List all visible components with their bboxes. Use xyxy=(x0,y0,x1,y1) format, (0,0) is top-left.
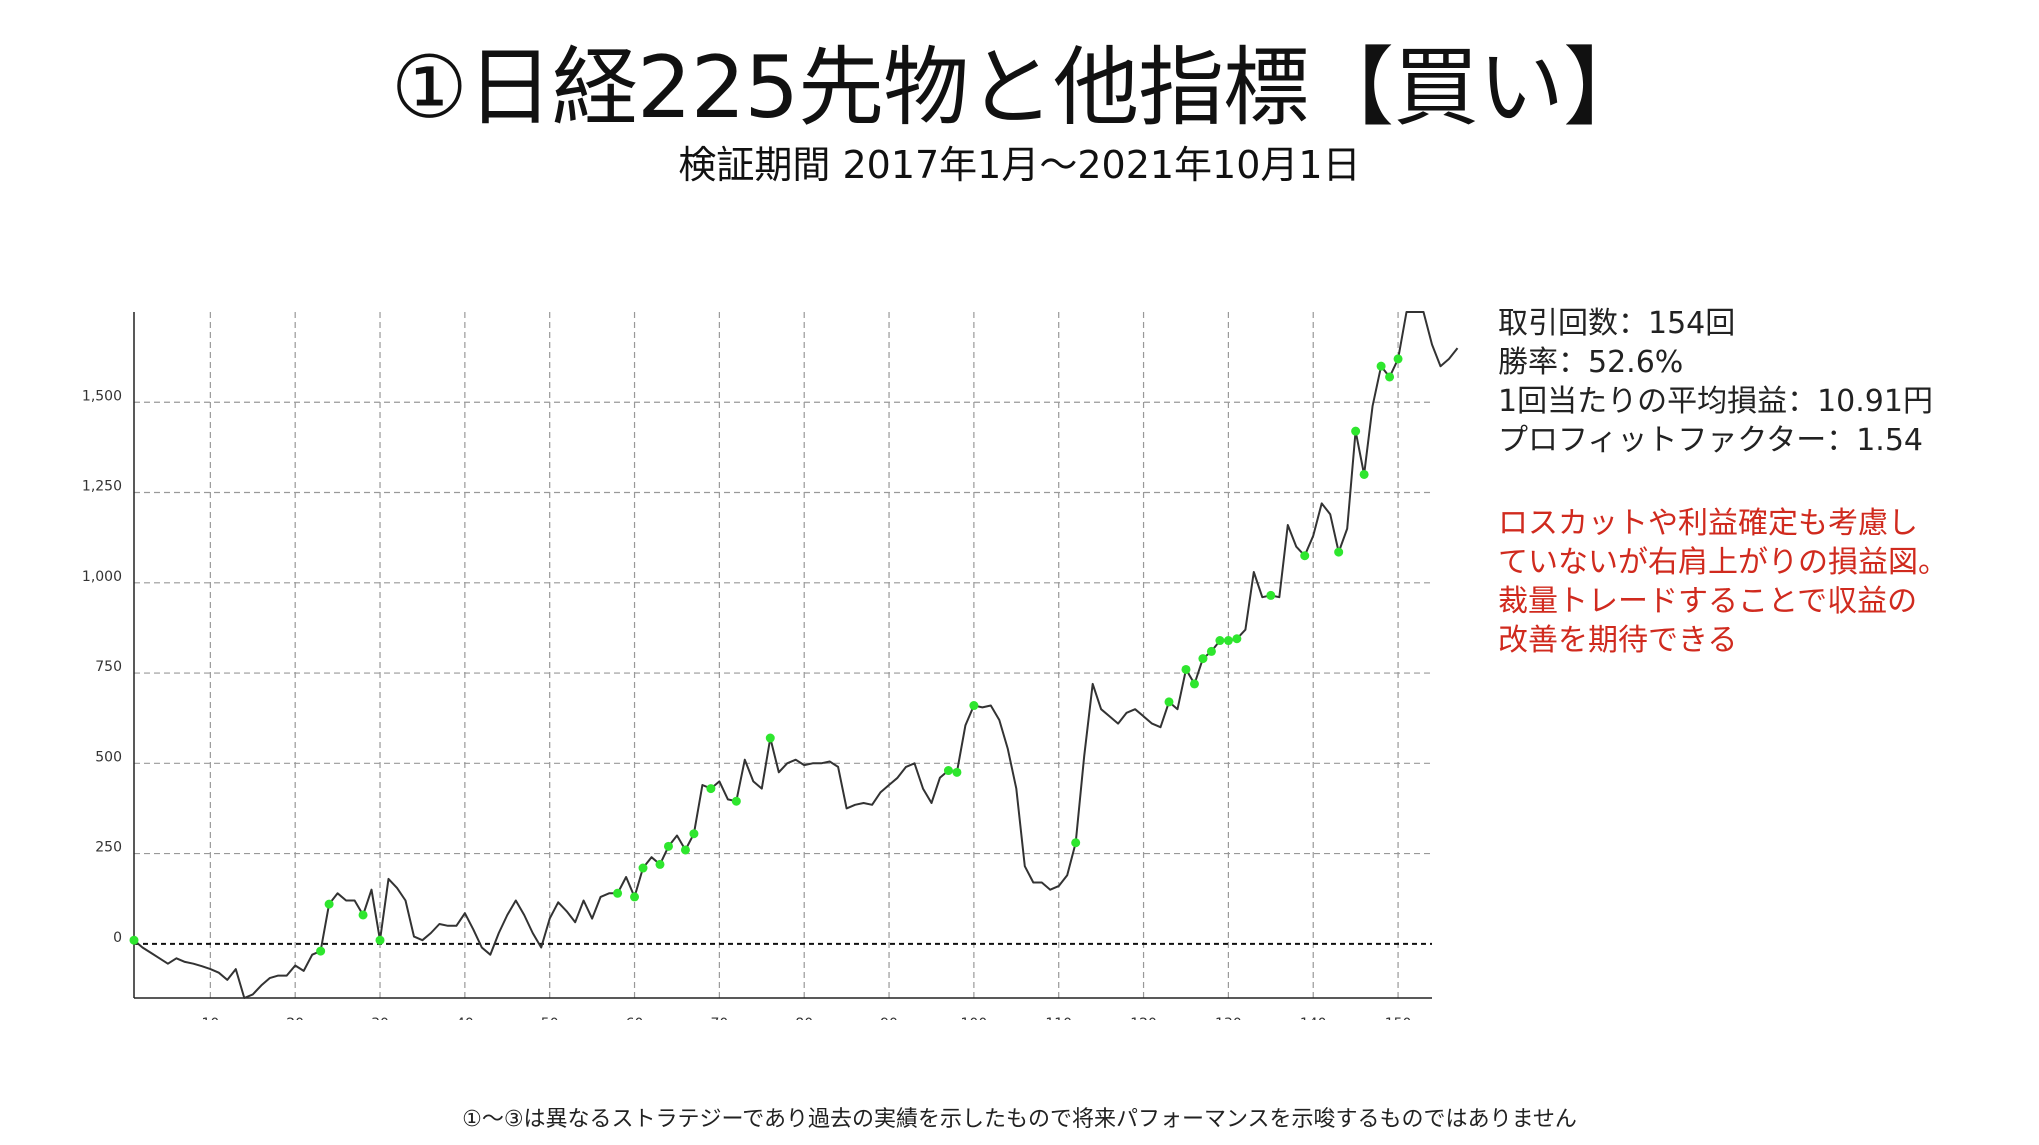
new-high-marker xyxy=(1223,636,1233,646)
new-high-marker xyxy=(1385,372,1395,382)
new-high-marker xyxy=(1376,361,1386,371)
y-tick-label: 1,250 xyxy=(82,479,122,495)
note-line: 改善を期待できる xyxy=(1498,623,1738,658)
x-tick-label: 70 xyxy=(710,1016,728,1020)
note-line: 裁量トレードすることで収益の xyxy=(1498,584,1918,619)
new-high-marker xyxy=(1164,697,1174,707)
new-high-marker xyxy=(1359,469,1369,479)
new-high-marker xyxy=(1334,547,1344,557)
disclaimer: ①～③は異なるストラテジーであり過去の実績を示したもので将来パフォーマンスを示唆… xyxy=(462,1107,1577,1132)
new-high-marker xyxy=(943,766,953,776)
new-high-marker xyxy=(1215,636,1225,646)
x-tick-label: 30 xyxy=(371,1016,389,1020)
new-high-marker xyxy=(1351,426,1361,436)
new-high-marker xyxy=(1071,838,1081,848)
new-high-marker xyxy=(1198,654,1208,664)
stat-trade-count: 取引回数：154回 xyxy=(1498,306,1736,341)
new-high-marker xyxy=(1300,551,1310,561)
equity-curve-chart: 10 20 30 40 50 60 70 80 90 100 110 120 130 140 150 0 250… xyxy=(82,311,1459,1020)
comment-note: ロスカットや利益確定も考慮し ていないが右肩上がりの損益図。 裁量トレードするこ… xyxy=(1498,504,1948,660)
new-high-marker xyxy=(1189,679,1199,689)
new-high-marker xyxy=(630,892,640,902)
x-tick-label: 60 xyxy=(626,1016,644,1020)
new-high-marker xyxy=(1181,664,1191,674)
page-subtitle: 検証期間 2017年1月～2021年10月1日 xyxy=(678,143,1361,187)
new-high-marker xyxy=(969,701,979,711)
new-high-marker xyxy=(1266,590,1276,600)
note-line: ていないが右肩上がりの損益図。 xyxy=(1498,545,1948,580)
new-high-marker xyxy=(316,946,326,956)
new-high-marker xyxy=(663,841,673,851)
new-high-marker xyxy=(680,845,690,855)
x-tick-label: 10 xyxy=(201,1016,219,1020)
new-high-marker xyxy=(952,767,962,777)
x-tick-label: 100 xyxy=(961,1016,988,1020)
new-high-marker xyxy=(655,859,665,869)
y-tick-label: 750 xyxy=(95,659,122,675)
x-tick-label: 120 xyxy=(1130,1016,1157,1020)
stat-win-rate: 勝率：52.6% xyxy=(1498,345,1684,380)
equity-line xyxy=(133,311,1459,999)
new-high-marker xyxy=(1393,354,1403,364)
x-tick-label: 110 xyxy=(1045,1016,1072,1020)
stat-profit-factor: プロフィットファクター：1.54 xyxy=(1498,423,1923,458)
y-tick-label: 250 xyxy=(95,840,122,856)
new-high-marker xyxy=(706,784,716,794)
new-high-marker xyxy=(613,888,623,898)
new-high-marker xyxy=(324,899,334,909)
stat-average-pnl: 1回当たりの平均損益：10.91円 xyxy=(1498,384,1933,419)
x-tick-label: 130 xyxy=(1215,1016,1242,1020)
new-high-marker xyxy=(765,733,775,743)
y-tick-label: 1,500 xyxy=(82,388,122,404)
new-high-marker xyxy=(1232,634,1242,644)
x-tick-label: 80 xyxy=(795,1016,813,1020)
new-high-marker xyxy=(731,796,741,806)
y-tick-label: 0 xyxy=(113,930,122,946)
note-line: ロスカットや利益確定も考慮し xyxy=(1498,506,1918,541)
new-high-marker xyxy=(375,935,385,945)
page-title: ①日経225先物と他指標【買い】 xyxy=(390,38,1649,138)
x-tick-label: 140 xyxy=(1300,1016,1327,1020)
new-high-marker xyxy=(1206,646,1216,656)
y-tick-label: 500 xyxy=(95,749,122,765)
x-tick-label: 50 xyxy=(541,1016,559,1020)
x-tick-label: 150 xyxy=(1385,1016,1412,1020)
x-tick-label: 20 xyxy=(286,1016,304,1020)
new-high-marker xyxy=(358,910,368,920)
x-tick-label: 90 xyxy=(880,1016,898,1020)
x-tick-label: 40 xyxy=(456,1016,474,1020)
new-high-marker xyxy=(129,935,139,945)
new-high-marker xyxy=(638,863,648,873)
y-tick-label: 1,000 xyxy=(82,569,122,585)
new-high-marker xyxy=(689,829,699,839)
stats-panel: 取引回数：154回 勝率：52.6% 1回当たりの平均損益：10.91円 プロフ… xyxy=(1498,304,1933,460)
